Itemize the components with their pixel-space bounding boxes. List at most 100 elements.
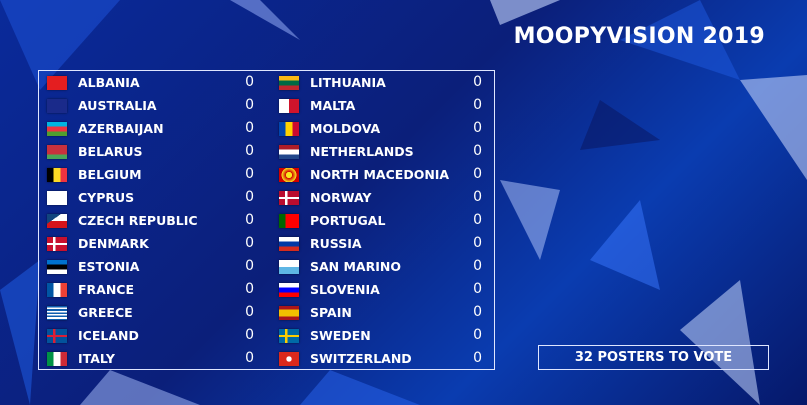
country-name: ITALY: [78, 351, 115, 366]
country-name: RUSSIA: [310, 236, 362, 251]
flag-icon: [279, 145, 299, 159]
country-name: SWITZERLAND: [310, 351, 412, 366]
flag-icon: [279, 168, 299, 182]
country-points: 0: [245, 258, 254, 274]
country-row: NORWAY 0: [279, 188, 482, 208]
country-points: 0: [473, 327, 482, 343]
country-row: AUSTRALIA 0: [47, 96, 254, 116]
country-row: SLOVENIA 0: [279, 280, 482, 300]
country-points: 0: [245, 304, 254, 320]
country-name: SWEDEN: [310, 328, 371, 343]
country-points: 0: [245, 212, 254, 228]
flag-icon: [279, 237, 299, 251]
flag-icon: [279, 191, 299, 205]
country-name: ICELAND: [78, 328, 139, 343]
country-name: CYPRUS: [78, 190, 135, 205]
country-row: CZECH REPUBLIC 0: [47, 211, 254, 231]
country-row: FRANCE 0: [47, 280, 254, 300]
country-row: ICELAND 0: [47, 326, 254, 346]
flag-icon: [47, 306, 67, 320]
flag-icon: [47, 214, 67, 228]
country-row: SWITZERLAND 0: [279, 349, 482, 369]
country-name: NETHERLANDS: [310, 144, 414, 159]
country-name: DENMARK: [78, 236, 149, 251]
country-points: 0: [473, 143, 482, 159]
country-points: 0: [245, 189, 254, 205]
country-name: BELGIUM: [78, 167, 142, 182]
country-points: 0: [473, 97, 482, 113]
country-row: BELGIUM 0: [47, 165, 254, 185]
country-points: 0: [473, 235, 482, 251]
country-name: MALTA: [310, 98, 356, 113]
country-points: 0: [473, 212, 482, 228]
flag-icon: [279, 283, 299, 297]
country-points: 0: [473, 281, 482, 297]
country-points: 0: [473, 258, 482, 274]
country-row: LITHUANIA 0: [279, 73, 482, 93]
flag-icon: [279, 214, 299, 228]
country-row: DENMARK 0: [47, 234, 254, 254]
country-points: 0: [473, 74, 482, 90]
country-name: MOLDOVA: [310, 121, 381, 136]
flag-icon: [279, 99, 299, 113]
country-name: GREECE: [78, 305, 133, 320]
country-name: AUSTRALIA: [78, 98, 157, 113]
flag-icon: [47, 76, 67, 90]
country-name: BELARUS: [78, 144, 143, 159]
country-row: ALBANIA 0: [47, 73, 254, 93]
country-points: 0: [473, 166, 482, 182]
country-row: NORTH MACEDONIA 0: [279, 165, 482, 185]
flag-icon: [47, 191, 67, 205]
flag-icon: [47, 352, 67, 366]
title: MOOPYVISION 2019: [513, 24, 765, 49]
country-points: 0: [245, 143, 254, 159]
country-points: 0: [245, 327, 254, 343]
country-points: 0: [245, 120, 254, 136]
posters-button[interactable]: 32 POSTERS TO VOTE: [538, 345, 769, 370]
country-name: AZERBAIJAN: [78, 121, 164, 136]
country-points: 0: [473, 189, 482, 205]
flag-icon: [47, 237, 67, 251]
country-row: SAN MARINO 0: [279, 257, 482, 277]
country-name: SPAIN: [310, 305, 352, 320]
flag-icon: [47, 122, 67, 136]
country-name: LITHUANIA: [310, 75, 386, 90]
flag-icon: [47, 168, 67, 182]
country-row: CYPRUS 0: [47, 188, 254, 208]
country-points: 0: [473, 120, 482, 136]
country-points: 0: [245, 281, 254, 297]
flag-icon: [47, 329, 67, 343]
flag-icon: [279, 260, 299, 274]
country-row: SPAIN 0: [279, 303, 482, 323]
flag-icon: [279, 122, 299, 136]
country-name: NORWAY: [310, 190, 372, 205]
country-name: ALBANIA: [78, 75, 140, 90]
country-name: CZECH REPUBLIC: [78, 213, 198, 228]
country-name: PORTUGAL: [310, 213, 386, 228]
country-points: 0: [245, 74, 254, 90]
country-row: RUSSIA 0: [279, 234, 482, 254]
flag-icon: [279, 76, 299, 90]
country-name: FRANCE: [78, 282, 135, 297]
country-row: AZERBAIJAN 0: [47, 119, 254, 139]
country-name: SAN MARINO: [310, 259, 401, 274]
scoreboard: ALBANIA 0 AUSTRALIA 0 AZERBAIJAN 0 BELARUS 0 BEL…: [38, 70, 495, 370]
country-row: SWEDEN 0: [279, 326, 482, 346]
country-row: ITALY 0: [47, 349, 254, 369]
country-row: ESTONIA 0: [47, 257, 254, 277]
country-row: BELARUS 0: [47, 142, 254, 162]
flag-icon: [47, 99, 67, 113]
country-points: 0: [473, 304, 482, 320]
country-row: NETHERLANDS 0: [279, 142, 482, 162]
country-row: GREECE 0: [47, 303, 254, 323]
country-points: 0: [245, 350, 254, 366]
country-name: NORTH MACEDONIA: [310, 167, 450, 182]
flag-icon: [47, 145, 67, 159]
country-points: 0: [245, 166, 254, 182]
country-points: 0: [245, 97, 254, 113]
country-points: 0: [473, 350, 482, 366]
flag-icon: [47, 260, 67, 274]
flag-icon: [279, 329, 299, 343]
